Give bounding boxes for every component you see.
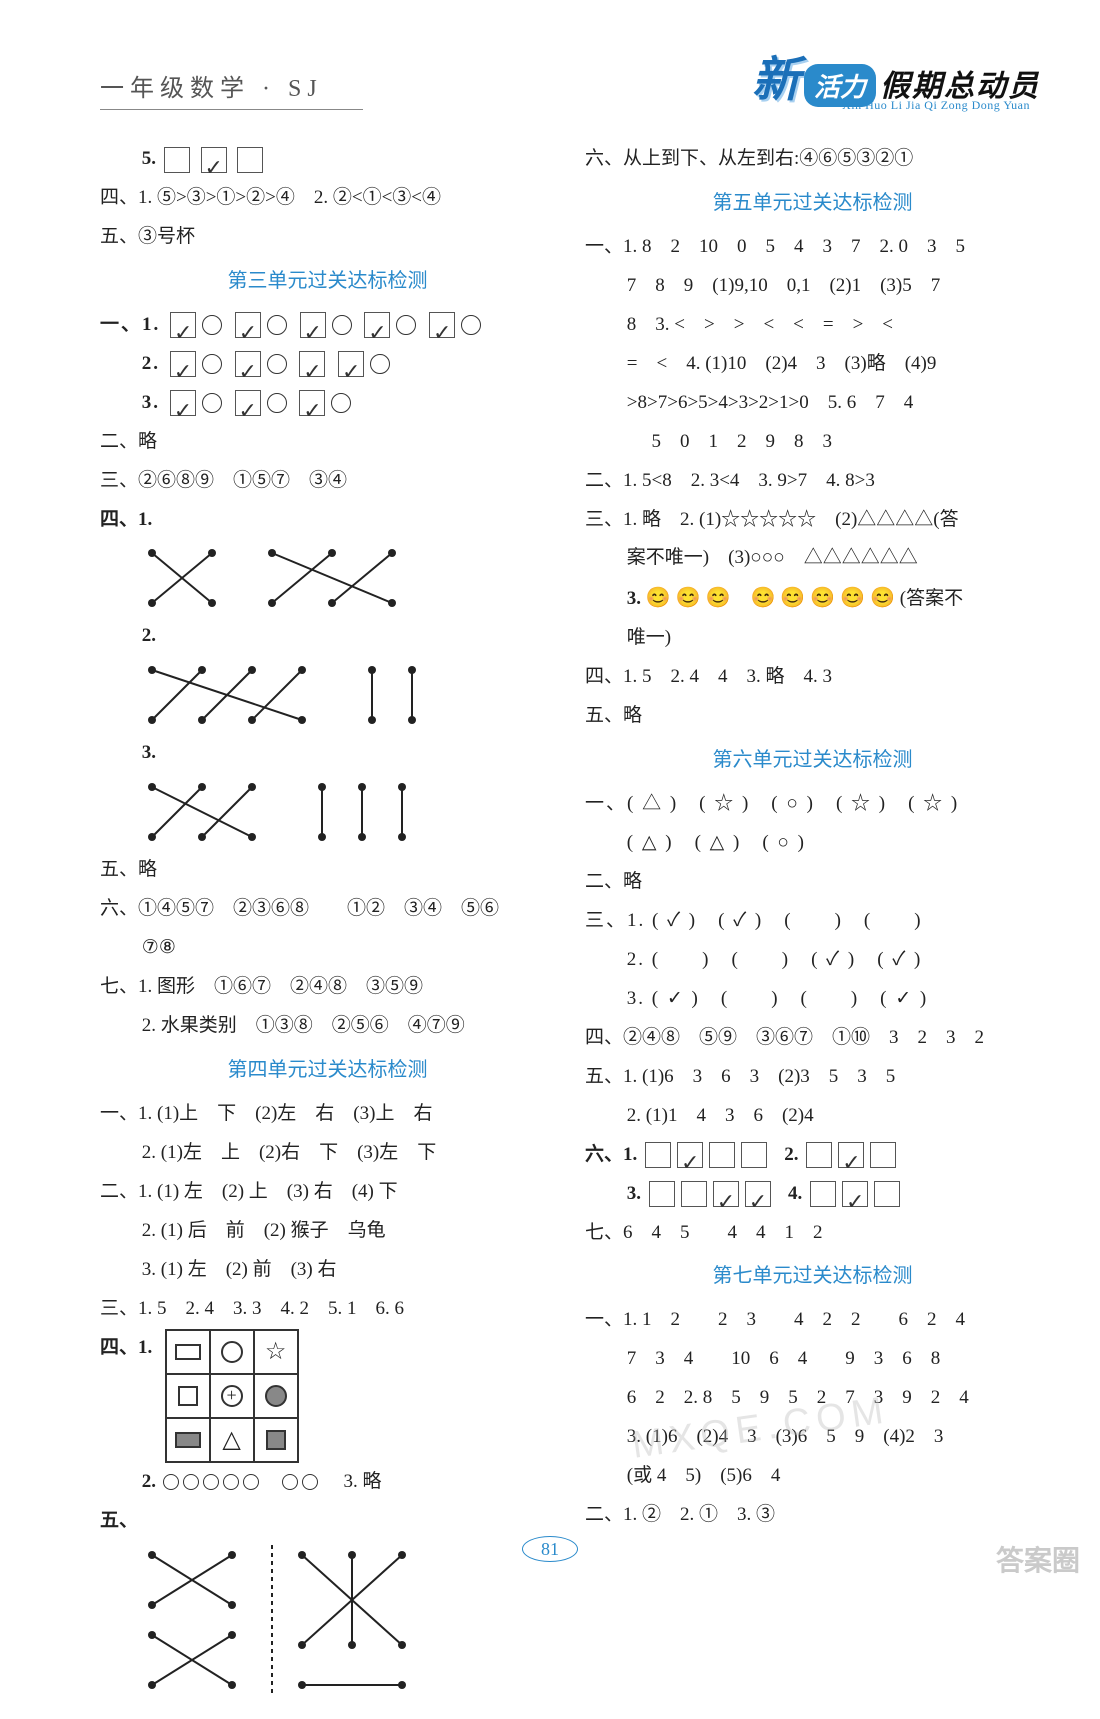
u3-q1-1: 一、1. (100, 306, 555, 345)
u5-q4: 四、1. 5 2. 4 4 3. 略 4. 3 (585, 658, 1040, 697)
brand-xin: 新 (752, 40, 800, 110)
u3-q6b: ⑦⑧ (100, 929, 555, 968)
brand-pinyin: Xin Huo Li Jia Qi Zong Dong Yuan (842, 98, 1030, 113)
r-sec6: 六、从上到下、从左到右:④⑥⑤③②① (585, 140, 1040, 179)
box-empty (164, 147, 190, 173)
sec-five: 五、③号杯 (100, 218, 555, 257)
u5-q1f: 5 0 1 2 9 8 3 (585, 423, 1040, 462)
unit4-title: 第四单元过关达标检测 (100, 1050, 555, 1091)
u6-q4: 四、②④⑧ ⑤⑨ ③⑥⑦ ①⑩ 3 2 3 2 (585, 1019, 1040, 1058)
u4-q4: 四、1. ☆ + △ (100, 1329, 555, 1463)
u5-q3a: 三、1. 略 2. (1)☆☆☆☆☆ (2)△△△△(答 (585, 501, 1040, 540)
matching-diagram-5 (142, 1545, 462, 1695)
u4-q3: 三、1. 5 2. 4 3. 3 4. 2 5. 1 6. 6 (100, 1290, 555, 1329)
u5-q1b: 7 8 9 (1)9,10 0,1 (2)1 (3)5 7 (585, 267, 1040, 306)
u5-q3c: 3. 😊 😊 😊 😊 😊 😊 😊 😊 (答案不 (585, 578, 1040, 619)
u5-q3d: 唯一) (585, 619, 1040, 658)
u5-q1d: = < 4. (1)10 (2)4 3 (3)略 (4)9 (585, 345, 1040, 384)
q5-boxes: 5. (100, 140, 555, 179)
u5-q3b: 案不唯一) (3)○○○ △△△△△△ (585, 539, 1040, 578)
unit6-title: 第六单元过关达标检测 (585, 740, 1040, 781)
page-number: 81 (522, 1539, 578, 1560)
watermark-right: 答案圈 (996, 1547, 1080, 1578)
box-check (201, 147, 227, 173)
u5-q1e: >8>7>6>5>4>3>2>1>0 5. 6 7 4 (585, 384, 1040, 423)
u4-q4-2: 2. 3. 略 (100, 1463, 555, 1502)
u3-q6a: 六、①④⑤⑦ ②③⑥⑧ ①② ③④ ⑤⑥ (100, 890, 555, 929)
matching-diagram-2 (142, 660, 442, 730)
u6-q3b: 2. ( ) ( ) ( ✓ ) ( ✓ ) (585, 941, 1040, 980)
u7-q1a: 一、1. 1 2 2 3 4 2 2 6 2 4 (585, 1301, 1040, 1340)
content-columns: 5. 四、1. ⑤>③>①>②>④ 2. ②<①<③<④ 五、③号杯 第三单元过… (0, 120, 1100, 1719)
u7-q2: 二、1. ② 2. ① 3. ③ (585, 1496, 1040, 1535)
u7-q1b: 7 3 4 10 6 4 9 3 6 8 (585, 1340, 1040, 1379)
u3-q5: 五、略 (100, 851, 555, 890)
matching-diagram-3 (142, 777, 442, 847)
unit5-title: 第五单元过关达标检测 (585, 183, 1040, 224)
u4-q5: 五、 (100, 1502, 555, 1541)
u3-q4-label: 四、1. (100, 501, 555, 540)
u4-q1a: 一、1. (1)上 下 (2)左 右 (3)上 右 (100, 1095, 555, 1134)
matching-diagram-1 (142, 543, 402, 613)
u6-q5b: 2. (1)1 4 3 6 (2)4 (585, 1097, 1040, 1136)
u3-q1-2: 2. (100, 345, 555, 384)
u3-q3: 三、②⑥⑧⑨ ①⑤⑦ ③④ (100, 462, 555, 501)
shape-grid: ☆ + △ (165, 1329, 299, 1463)
u6-q1b: ( △ ) ( △ ) ( ○ ) (585, 824, 1040, 863)
subject-label: 一年级数学 · SJ (100, 68, 363, 110)
u3-q7a: 七、1. 图形 ①⑥⑦ ②④⑧ ③⑤⑨ (100, 968, 555, 1007)
u6-q3c: 3. ( ✓ ) ( ) ( ) ( ✓ ) (585, 980, 1040, 1019)
unit3-title: 第三单元过关达标检测 (100, 261, 555, 302)
sec-four: 四、1. ⑤>③>①>②>④ 2. ②<①<③<④ (100, 179, 555, 218)
u3-q7b: 2. 水果类别 ①③⑧ ②⑤⑥ ④⑦⑨ (100, 1007, 555, 1046)
u4-q2b: 2. (1) 后 前 (2) 猴子 乌龟 (100, 1212, 555, 1251)
u6-q6-row1: 六、1. 2. (585, 1136, 1040, 1175)
u6-q2: 二、略 (585, 863, 1040, 902)
u6-q3a: 三、1. ( ✓ ) ( ✓ ) ( ) ( ) (585, 902, 1040, 941)
page-header: 一年级数学 · SJ 新 活力 假期总动员 Xin Huo Li Jia Qi … (0, 0, 1100, 120)
left-column: 5. 四、1. ⑤>③>①>②>④ 2. ②<①<③<④ 五、③号杯 第三单元过… (100, 140, 555, 1699)
u5-q2: 二、1. 5<8 2. 3<4 3. 9>7 4. 8>3 (585, 462, 1040, 501)
smiley-icon: 😊 😊 😊 😊 😊 😊 😊 😊 (646, 587, 895, 609)
u6-q1a: 一、( △ ) ( ☆ ) ( ○ ) ( ☆ ) ( ☆ ) (585, 785, 1040, 824)
u3-q2: 二、略 (100, 423, 555, 462)
u4-q2c: 3. (1) 左 (2) 前 (3) 右 (100, 1251, 555, 1290)
u5-q1a: 一、1. 8 2 10 0 5 4 3 7 2. 0 3 5 (585, 228, 1040, 267)
box-empty (237, 147, 263, 173)
unit7-title: 第七单元过关达标检测 (585, 1256, 1040, 1297)
u4-q2a: 二、1. (1) 左 (2) 上 (3) 右 (4) 下 (100, 1173, 555, 1212)
u5-q5: 五、略 (585, 697, 1040, 736)
u4-q1b: 2. (1)左 上 (2)右 下 (3)左 下 (100, 1134, 555, 1173)
u6-q7: 七、6 4 5 4 4 1 2 (585, 1214, 1040, 1253)
u3-q1-3: 3. (100, 384, 555, 423)
u6-q5a: 五、1. (1)6 3 6 3 (2)3 5 3 5 (585, 1058, 1040, 1097)
u6-q6-row2: 3. 4. (585, 1175, 1040, 1214)
u5-q1c: 8 3. < > > < < = > < (585, 306, 1040, 345)
